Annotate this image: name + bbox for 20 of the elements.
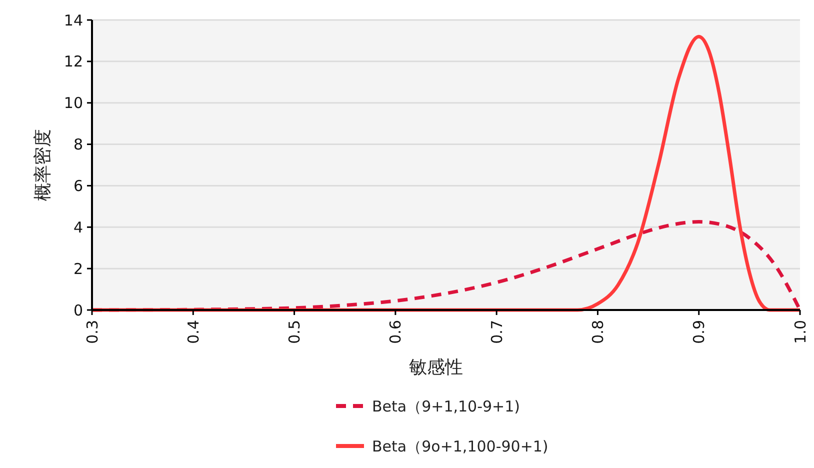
x-tick-label: 0.5 — [286, 320, 304, 344]
x-tick-label: 0.7 — [488, 320, 506, 344]
y-tick-label: 12 — [64, 52, 83, 71]
y-tick-label: 6 — [73, 176, 83, 195]
x-tick-label: 0.4 — [184, 320, 202, 344]
y-axis-title: 概率密度 — [32, 129, 54, 201]
x-tick-label: 0.6 — [386, 320, 405, 344]
y-tick-label: 8 — [73, 136, 83, 154]
x-axis-title: 敏感性 — [409, 357, 463, 378]
x-tick-label: 0.3 — [83, 320, 102, 344]
y-tick-label: 4 — [73, 218, 83, 236]
y-tick-label: 2 — [73, 260, 83, 278]
y-tick-label: 10 — [64, 94, 83, 112]
y-tick-label: 0 — [73, 301, 83, 320]
x-tick-label: 0.8 — [588, 320, 607, 344]
x-tick-label: 0.9 — [690, 320, 708, 344]
y-tick-label: 14 — [64, 11, 83, 30]
legend-label: Beta（9+1,10-9+1) — [372, 397, 520, 416]
x-tick-label: 1.0 — [791, 320, 810, 344]
legend-label: Beta（9o+1,100-90+1) — [372, 437, 548, 456]
